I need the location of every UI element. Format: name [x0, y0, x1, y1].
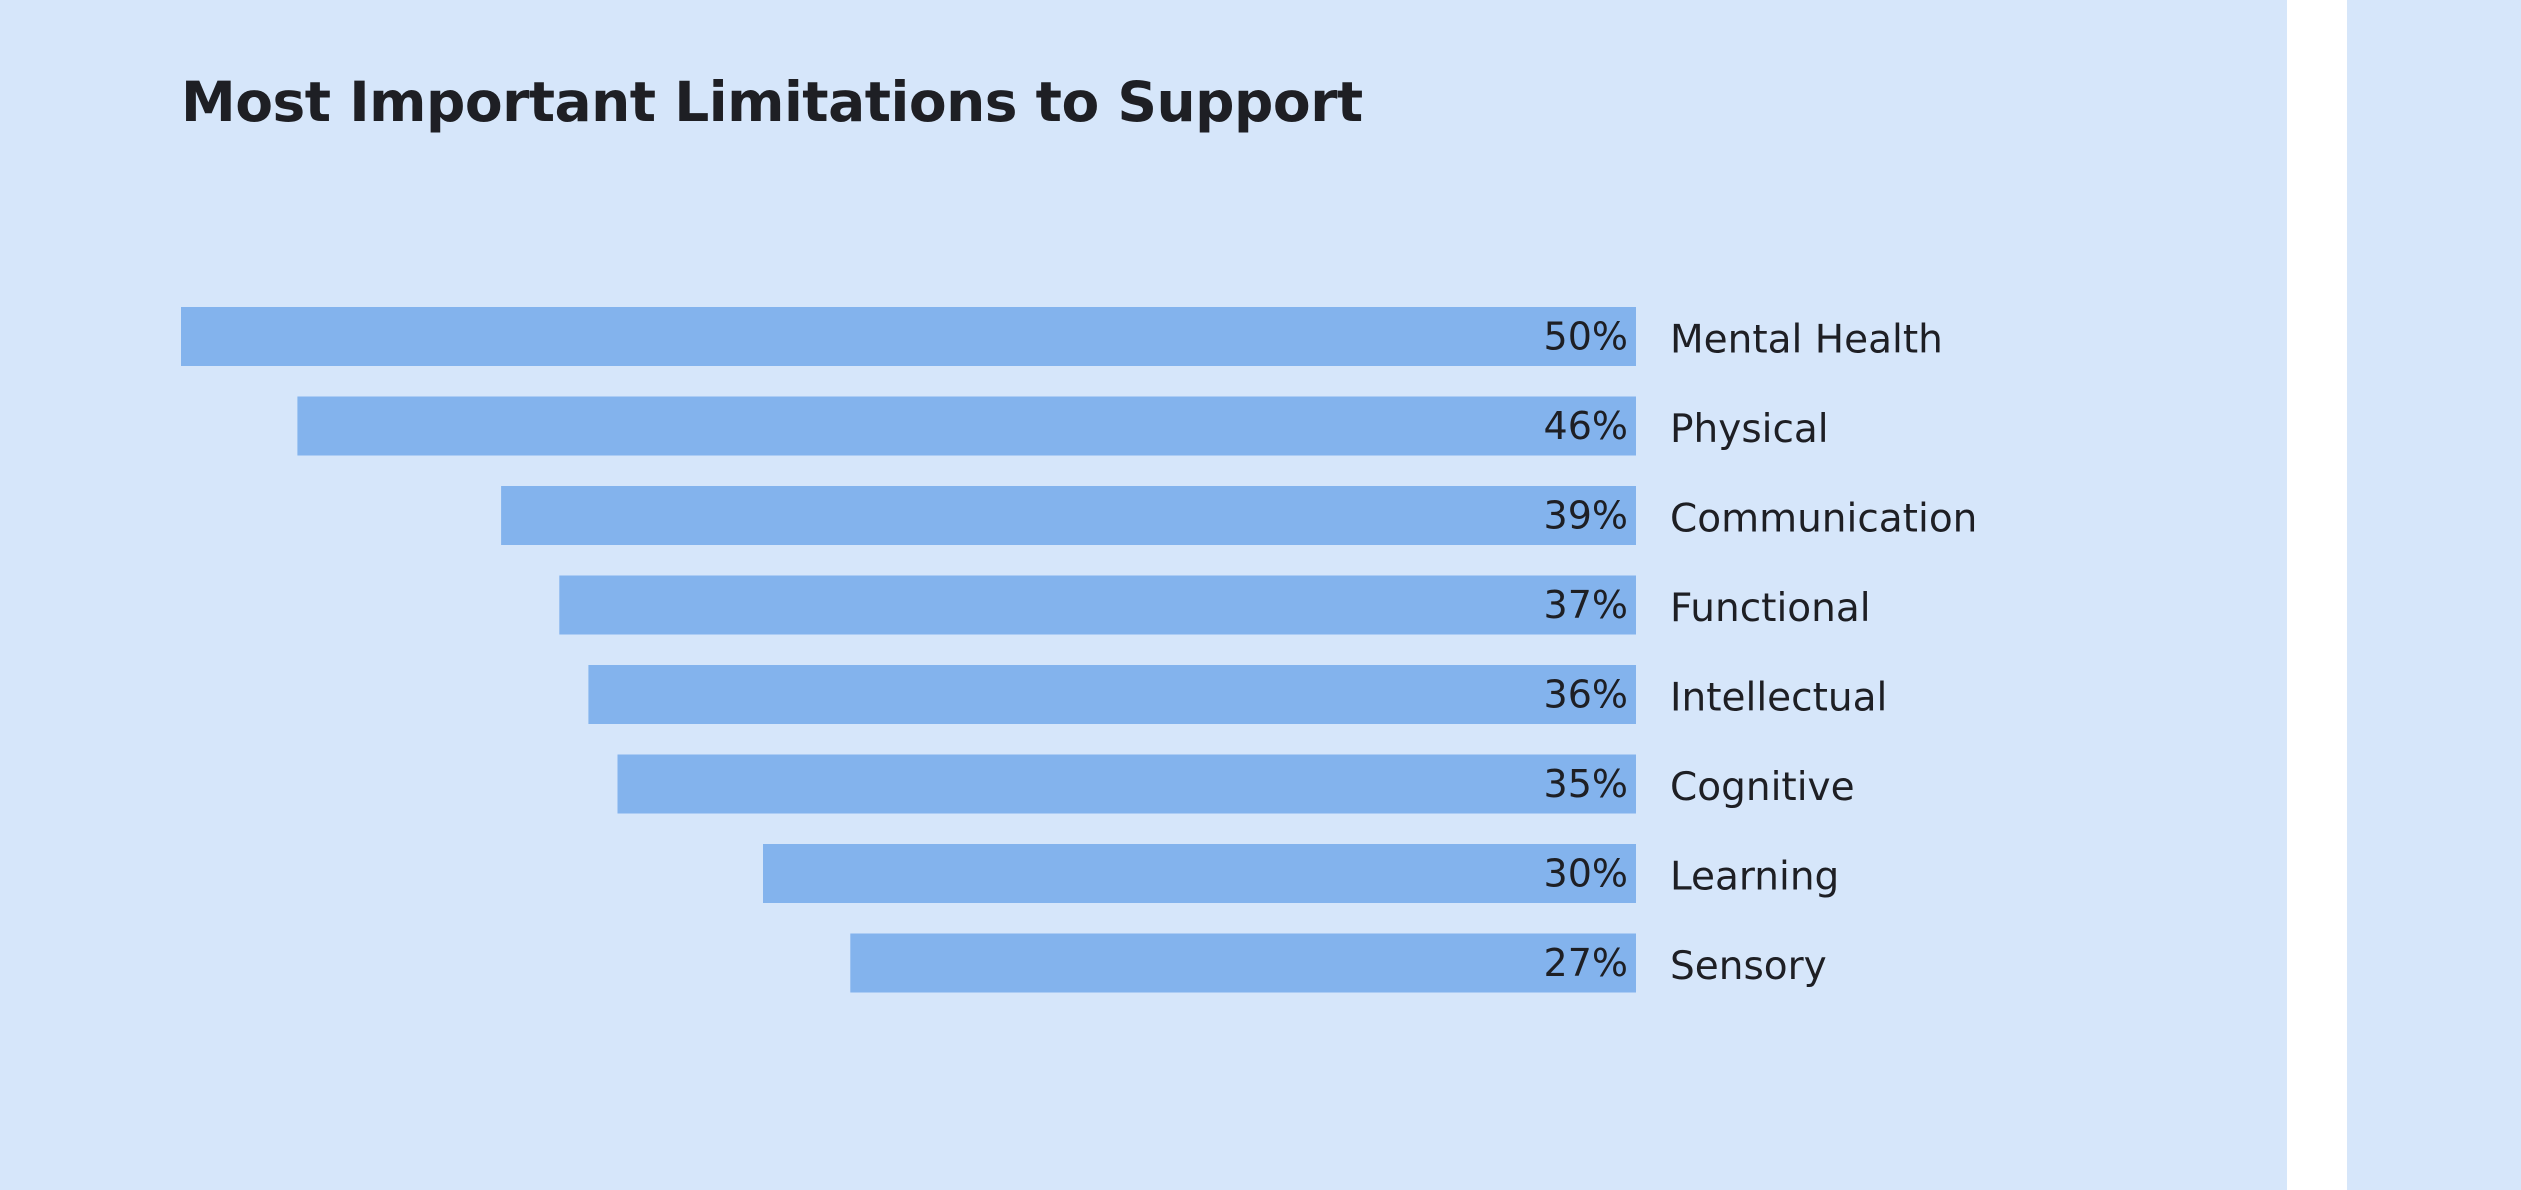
category-label: Physical: [1670, 407, 1829, 452]
category-label: Mental Health: [1670, 318, 1943, 363]
category-label: Communication: [1670, 497, 1977, 542]
bar-communication: [501, 486, 1637, 545]
category-label: Sensory: [1670, 944, 1827, 989]
bar-physical: [297, 396, 1636, 456]
bar-chart: 50% Mental Health 46% Physical 39% Communicat…: [181, 307, 1977, 993]
category-label: Functional: [1670, 586, 1871, 631]
value-label: 27%: [1544, 941, 1628, 985]
side-panel: [2347, 0, 2521, 1190]
value-label: 37%: [1544, 583, 1628, 627]
bar-mental-health: [181, 307, 1636, 366]
value-label: 50%: [1544, 315, 1628, 359]
bar-intellectual: [588, 665, 1636, 724]
value-label: 35%: [1544, 762, 1628, 806]
bar-sensory: [850, 933, 1636, 993]
chart-title: Most Important Limitations to Support: [181, 70, 1363, 134]
value-label: 36%: [1544, 673, 1628, 717]
bar-functional: [559, 575, 1636, 635]
bar-cognitive: [617, 754, 1636, 814]
bar-learning: [763, 844, 1636, 903]
value-label: 30%: [1544, 852, 1628, 896]
category-label: Learning: [1670, 855, 1839, 900]
value-label: 46%: [1544, 404, 1628, 448]
category-label: Cognitive: [1670, 765, 1855, 810]
category-label: Intellectual: [1670, 676, 1887, 721]
value-label: 39%: [1544, 494, 1628, 538]
